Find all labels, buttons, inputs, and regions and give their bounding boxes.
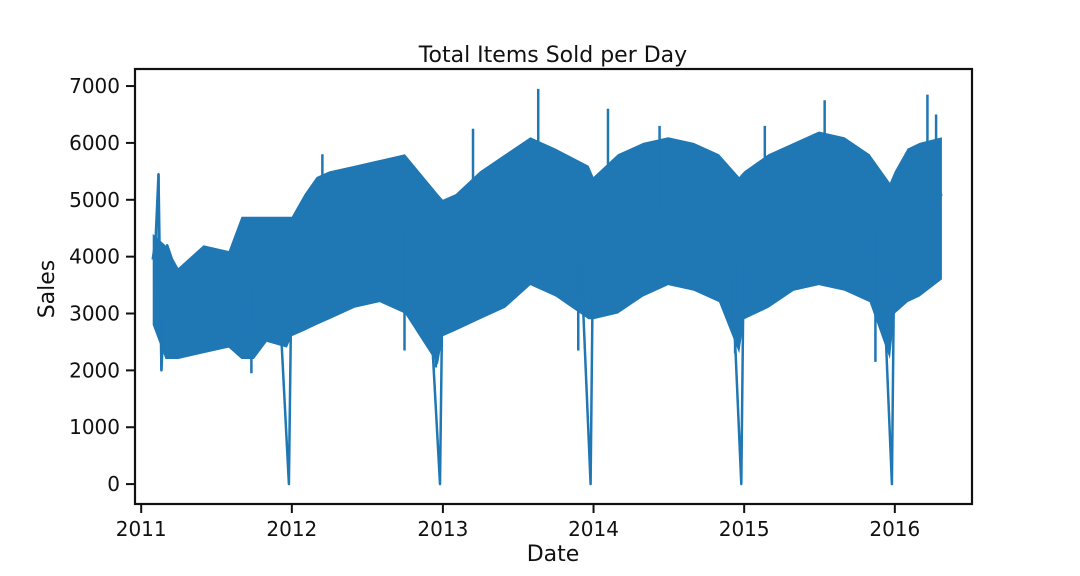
x-tick-label: 2015 bbox=[719, 517, 770, 541]
sales-range-band bbox=[152, 131, 942, 365]
x-tick-label: 2013 bbox=[417, 517, 468, 541]
x-tick-label: 2011 bbox=[116, 517, 167, 541]
y-axis-title: Sales bbox=[35, 260, 60, 319]
y-axis: 0 1000 2000 3000 4000 5000 6000 7000 bbox=[69, 74, 135, 496]
plot-frame bbox=[133, 67, 974, 506]
x-axis: 2011 2012 2013 2014 2015 2016 bbox=[116, 504, 920, 541]
x-tick-label: 2016 bbox=[869, 517, 920, 541]
y-tick-label: 7000 bbox=[69, 74, 120, 98]
sales-line bbox=[151, 172, 943, 486]
y-tick-label: 0 bbox=[107, 472, 120, 496]
y-tick-label: 6000 bbox=[69, 131, 120, 155]
y-tick-label: 4000 bbox=[69, 245, 120, 269]
y-tick-label: 5000 bbox=[69, 188, 120, 212]
series-layer bbox=[151, 88, 943, 486]
chart-title: Total Items Sold per Day bbox=[418, 43, 687, 68]
y-tick-label: 1000 bbox=[69, 415, 120, 439]
x-tick-label: 2014 bbox=[568, 517, 619, 541]
x-tick-label: 2012 bbox=[266, 517, 317, 541]
y-tick-label: 2000 bbox=[69, 358, 120, 382]
y-tick-label: 3000 bbox=[69, 302, 120, 326]
x-axis-title: Date bbox=[527, 542, 580, 567]
